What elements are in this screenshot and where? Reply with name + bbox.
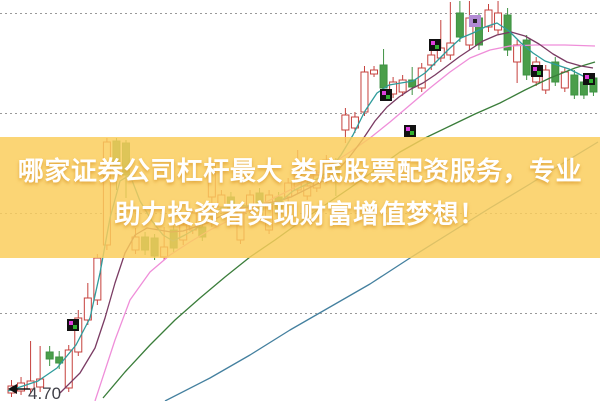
promo-banner-line2: 助力投资者实现财富增值梦想！: [114, 199, 486, 229]
promo-banner-line1: 哪家证券公司杠杆最大 娄底股票配资服务，专业: [17, 156, 583, 186]
signal-markers: [67, 15, 595, 331]
low-price-label: 4.70: [8, 384, 61, 401]
svg-text:4.70: 4.70: [28, 384, 61, 401]
promo-banner-overlay: 哪家证券公司杠杆最大 娄底股票配资服务，专业 助力投资者实现财富增值梦想！: [0, 137, 600, 258]
